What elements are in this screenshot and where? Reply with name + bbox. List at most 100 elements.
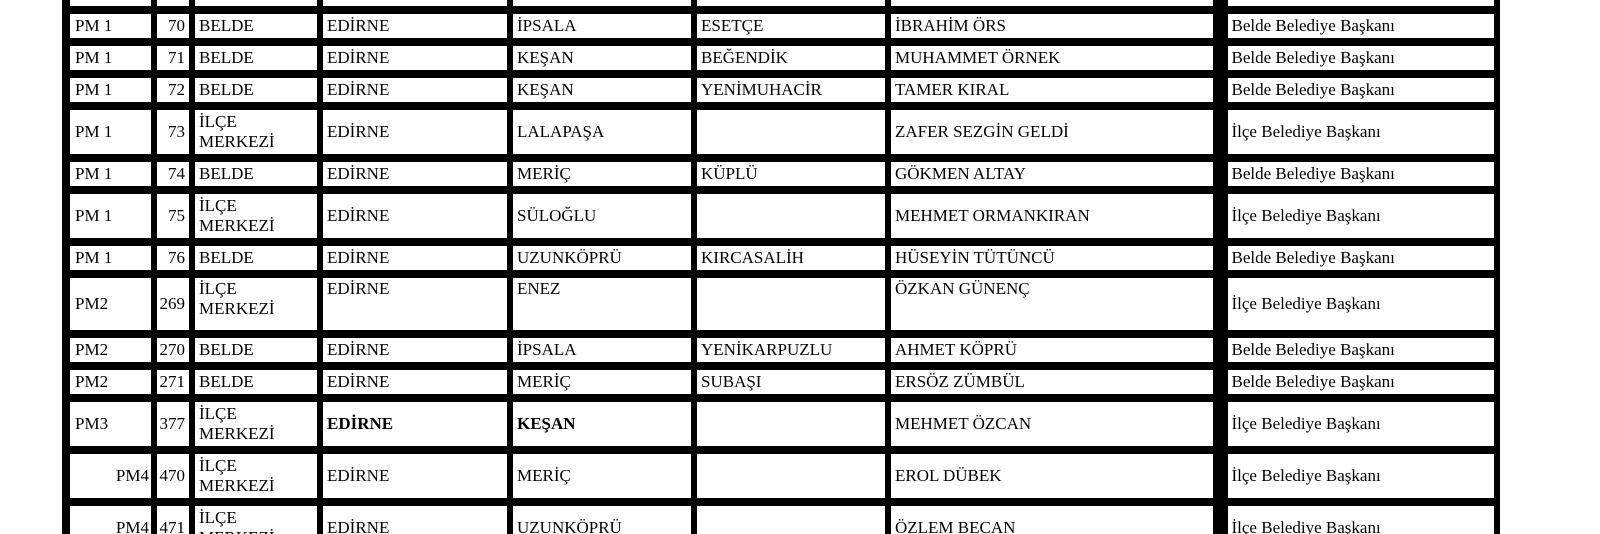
cell-belde: YENİMUHACİR bbox=[691, 70, 891, 110]
cell-title: İlçe Belediye Başkanı bbox=[1217, 270, 1500, 338]
cell-belde: KIRCASALİH bbox=[691, 238, 891, 278]
cell-pm: PM 1 bbox=[62, 238, 157, 278]
cell-pm bbox=[62, 0, 157, 14]
cell-name: MEHMET ORMANKIRAN bbox=[885, 186, 1228, 246]
table-row: PM2 270 BELDE EDİRNE İPSALA YENİKARPUZLU AHMET… bbox=[62, 330, 1500, 370]
cell-title: İlçe Belediye Başkanı bbox=[1217, 446, 1500, 506]
cell-belde bbox=[691, 0, 891, 14]
cell-il: EDİRNE bbox=[317, 154, 513, 194]
cell-title: İlçe Belediye Başkanı bbox=[1217, 102, 1500, 162]
cell-name: ÖZLEM BECAN bbox=[885, 498, 1228, 534]
table-row: PM4 470 İLÇE MERKEZİ EDİRNE MERİÇ EROL DÜBEK İ… bbox=[62, 446, 1500, 506]
cell-ilce: KEŞAN bbox=[507, 38, 697, 78]
cell-ilce: SÜLOĞLU bbox=[507, 186, 697, 246]
cell-ilce: İPSALA bbox=[507, 6, 697, 46]
cell-il: EDİRNE bbox=[317, 102, 513, 162]
cell-no: 72 bbox=[151, 70, 195, 110]
cell-name: ÖZKAN GÜNENÇ bbox=[885, 270, 1228, 338]
table-row: PM 1 72 BELDE EDİRNE KEŞAN YENİMUHACİR TAMER K… bbox=[62, 70, 1500, 110]
cell-ilce: MERİÇ bbox=[507, 446, 697, 506]
cell-il: EDİRNE bbox=[317, 362, 513, 402]
cell-il: EDİRNE bbox=[317, 330, 513, 370]
cell-pm: PM 1 bbox=[62, 102, 157, 162]
cell-belde: ESETÇE bbox=[691, 6, 891, 46]
cell-pm: PM2 bbox=[62, 362, 157, 402]
cell-il: EDİRNE bbox=[317, 186, 513, 246]
table-row: PM3 377 İLÇE MERKEZİ EDİRNE KEŞAN MEHMET ÖZCA… bbox=[62, 394, 1500, 454]
cell-type: İLÇE MERKEZİ bbox=[189, 498, 323, 534]
cell-title: Belde Belediye Başkanı bbox=[1217, 154, 1500, 194]
cell-belde: SUBAŞI bbox=[691, 362, 891, 402]
cell-type: İLÇE MERKEZİ bbox=[189, 446, 323, 506]
cell-il: EDİRNE bbox=[317, 270, 513, 338]
cell-no: 74 bbox=[151, 154, 195, 194]
cell-no: 270 bbox=[151, 330, 195, 370]
table-row: PM2 269 İLÇE MERKEZİ EDİRNE ENEZ ÖZKAN GÜNENÇ… bbox=[62, 270, 1500, 338]
table-row: PM 1 73 İLÇE MERKEZİ EDİRNE LALAPAŞA ZAFER SE… bbox=[62, 102, 1500, 162]
cell-type: BELDE bbox=[189, 6, 323, 46]
cell-type: BELDE bbox=[189, 330, 323, 370]
cell-pm: PM 1 bbox=[62, 154, 157, 194]
cell-name: AHMET KÖPRÜ bbox=[885, 330, 1228, 370]
officials-table: PM 1 70 BELDE EDİRNE İPSALA ESETÇE İBRAHİM ÖRS… bbox=[62, 0, 1500, 534]
cell-type: BELDE bbox=[189, 238, 323, 278]
table-row: PM 1 76 BELDE EDİRNE UZUNKÖPRÜ KIRCASALİH HÜSE… bbox=[62, 238, 1500, 278]
cell-ilce: UZUNKÖPRÜ bbox=[507, 238, 697, 278]
cell-title: İlçe Belediye Başkanı bbox=[1217, 394, 1500, 454]
cell-name: ERSÖZ ZÜMBÜL bbox=[885, 362, 1228, 402]
cell-no: 470 bbox=[151, 446, 195, 506]
cell-il: EDİRNE bbox=[317, 238, 513, 278]
cell-type: İLÇE MERKEZİ bbox=[189, 102, 323, 162]
cell-title: İlçe Belediye Başkanı bbox=[1217, 498, 1500, 534]
table-row: PM 1 71 BELDE EDİRNE KEŞAN BEĞENDİK MUHAMMET Ö… bbox=[62, 38, 1500, 78]
cell-title: Belde Belediye Başkanı bbox=[1217, 362, 1500, 402]
cell-name: MEHMET ÖZCAN bbox=[885, 394, 1228, 454]
cell-ilce: KEŞAN bbox=[507, 70, 697, 110]
cell-belde bbox=[691, 102, 891, 162]
cell-type: BELDE bbox=[189, 70, 323, 110]
cell-belde bbox=[691, 446, 891, 506]
cell-ilce: İPSALA bbox=[507, 330, 697, 370]
cell-no: 71 bbox=[151, 38, 195, 78]
cell-pm: PM 1 bbox=[62, 6, 157, 46]
cell-name: TAMER KIRAL bbox=[885, 70, 1228, 110]
cell-type: İLÇE MERKEZİ bbox=[189, 270, 323, 338]
cell-name: ZAFER SEZGİN GELDİ bbox=[885, 102, 1228, 162]
cell-ilce: KEŞAN bbox=[507, 394, 697, 454]
cell-name: MUHAMMET ÖRNEK bbox=[885, 38, 1228, 78]
cell-belde bbox=[691, 498, 891, 534]
cell-title: Belde Belediye Başkanı bbox=[1217, 238, 1500, 278]
cell-name bbox=[885, 0, 1228, 14]
cell-pm: PM 1 bbox=[62, 38, 157, 78]
table-row: PM 1 75 İLÇE MERKEZİ EDİRNE SÜLOĞLU MEHMET OR… bbox=[62, 186, 1500, 246]
cell-pm: PM2 bbox=[62, 330, 157, 370]
cell-pm: PM 1 bbox=[62, 70, 157, 110]
cell-name: GÖKMEN ALTAY bbox=[885, 154, 1228, 194]
cell-title: İlçe Belediye Başkanı bbox=[1217, 186, 1500, 246]
cell-il: EDİRNE bbox=[317, 394, 513, 454]
cell-name: İBRAHİM ÖRS bbox=[885, 6, 1228, 46]
cell-title: Belde Belediye Başkanı bbox=[1217, 70, 1500, 110]
cell-type: BELDE bbox=[189, 154, 323, 194]
cell-title: Belde Belediye Başkanı bbox=[1217, 330, 1500, 370]
cell-no bbox=[151, 0, 195, 14]
cell-pm: PM 1 bbox=[62, 186, 157, 246]
cell-il: EDİRNE bbox=[317, 70, 513, 110]
cell-name: EROL DÜBEK bbox=[885, 446, 1228, 506]
table-row: PM 1 74 BELDE EDİRNE MERİÇ KÜPLÜ GÖKMEN ALTAY B… bbox=[62, 154, 1500, 194]
cell-il: EDİRNE bbox=[317, 498, 513, 534]
cell-belde: BEĞENDİK bbox=[691, 38, 891, 78]
document-table-container: PM 1 70 BELDE EDİRNE İPSALA ESETÇE İBRAHİM ÖRS… bbox=[62, 0, 1500, 534]
cell-no: 269 bbox=[151, 270, 195, 338]
cell-no: 73 bbox=[151, 102, 195, 162]
cell-type: İLÇE MERKEZİ bbox=[189, 394, 323, 454]
cell-no: 471 bbox=[151, 498, 195, 534]
cell-pm: PM4 bbox=[62, 446, 157, 506]
cell-no: 76 bbox=[151, 238, 195, 278]
cell-pm: PM3 bbox=[62, 394, 157, 454]
cell-il: EDİRNE bbox=[317, 6, 513, 46]
table-row: PM2 271 BELDE EDİRNE MERİÇ SUBAŞI ERSÖZ ZÜMBÜL… bbox=[62, 362, 1500, 402]
cell-no: 75 bbox=[151, 186, 195, 246]
table-row-partial-top bbox=[62, 0, 1500, 14]
